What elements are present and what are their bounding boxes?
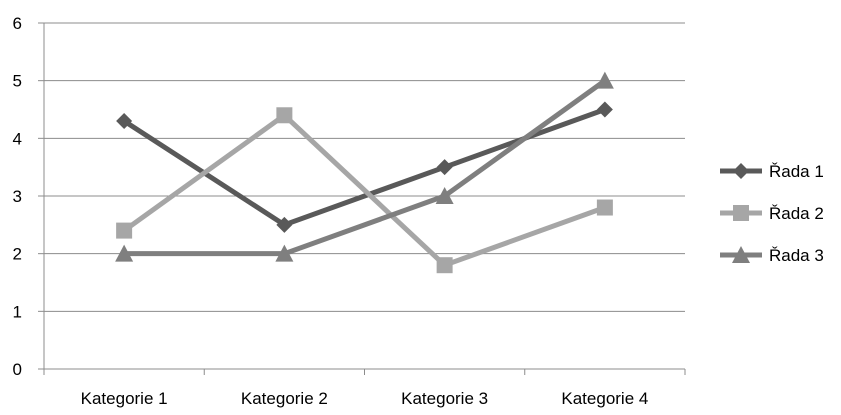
data-point-diamond	[436, 159, 453, 176]
legend-item: Řada 1	[720, 162, 824, 181]
data-point-triangle	[595, 71, 614, 89]
y-tick-label: 6	[13, 14, 22, 33]
legend-item: Řada 3	[720, 246, 824, 265]
legend: Řada 1 Řada 2 Řada 3	[720, 162, 824, 265]
data-point-square	[276, 107, 293, 124]
series-line	[122, 107, 606, 228]
x-axis-tick-labels: Kategorie 1 Kategorie 2 Kategorie 3 Kategor…	[81, 389, 649, 408]
x-tick-label: Kategorie 3	[401, 389, 488, 408]
x-tick-label: Kategorie 4	[561, 389, 648, 408]
y-tick-label: 1	[13, 302, 22, 321]
legend-marker-triangle	[732, 246, 750, 263]
series-1	[116, 101, 613, 233]
data-point-diamond	[276, 216, 293, 233]
y-tick-label: 5	[13, 72, 22, 91]
data-point-triangle	[115, 244, 134, 262]
legend-item: Řada 2	[720, 204, 824, 223]
series-group	[115, 71, 614, 274]
y-tick-label: 4	[13, 129, 22, 148]
y-tick-label: 0	[13, 360, 22, 379]
legend-marker-square	[733, 205, 749, 221]
legend-label: Řada 3	[769, 246, 824, 265]
legend-label: Řada 1	[769, 162, 824, 181]
y-axis-tick-labels: 0 1 2 3 4 5 6	[13, 14, 22, 379]
series-line	[124, 78, 607, 257]
data-point-square	[116, 222, 133, 239]
series-2	[116, 107, 613, 274]
y-tick-label: 2	[13, 245, 22, 264]
series-3	[115, 71, 614, 262]
data-point-diamond	[596, 101, 613, 118]
y-tick-label: 3	[13, 187, 22, 206]
data-point-triangle	[435, 187, 454, 204]
x-tick-label: Kategorie 2	[241, 389, 328, 408]
series-line	[122, 112, 606, 268]
data-point-triangle	[275, 244, 294, 262]
axes	[38, 22, 686, 375]
x-tick-label: Kategorie 1	[81, 389, 168, 408]
gridlines	[44, 22, 685, 312]
legend-label: Řada 2	[769, 204, 824, 223]
data-point-square	[436, 257, 453, 274]
data-point-square	[596, 199, 613, 216]
legend-marker-diamond	[733, 163, 749, 179]
data-point-diamond	[116, 113, 133, 130]
